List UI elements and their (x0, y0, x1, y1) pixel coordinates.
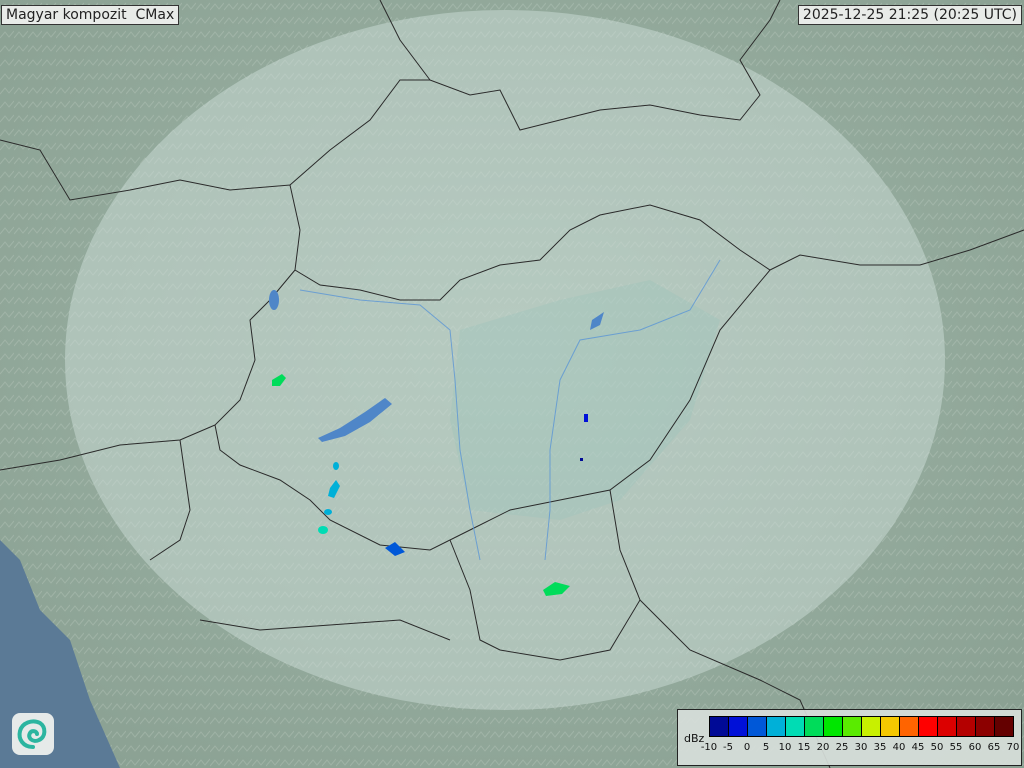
legend-color-cell (976, 717, 995, 736)
legend-tick-label: 60 (968, 742, 982, 753)
lake-balaton (318, 398, 392, 442)
legend-tick-label: 5 (762, 742, 770, 753)
rivers (299, 259, 721, 561)
adriatic-sea (0, 540, 120, 768)
lake-tisza (590, 312, 604, 330)
legend-color-cell (805, 717, 824, 736)
legend-color-cell (900, 717, 919, 736)
legend-tick-label: -5 (723, 742, 733, 753)
dbz-color-legend: dBz -10 -5 0 5 10 15 20 25 30 35 40 45 50 55 60 65 70 (677, 709, 1022, 766)
legend-color-cell (862, 717, 881, 736)
legend-color-cell (881, 717, 900, 736)
legend-tick-label: 0 (743, 742, 751, 753)
legend-color-cell (843, 717, 862, 736)
legend-color-cell (710, 717, 729, 736)
legend-color-bar (709, 716, 1014, 737)
legend-tick-label: 40 (892, 742, 906, 753)
legend-tick-label: 15 (797, 742, 811, 753)
legend-tick-label: 50 (930, 742, 944, 753)
legend-tick-label: -10 (700, 742, 718, 753)
map-title: Magyar kompozit CMax (1, 5, 180, 25)
legend-color-cell (748, 717, 767, 736)
legend-color-cell (995, 717, 1013, 736)
lake-neusiedl (269, 290, 279, 310)
swirl-logo-icon (12, 713, 54, 755)
legend-tick-label: 35 (873, 742, 887, 753)
legend-tick-label: 20 (816, 742, 830, 753)
legend-tick-label: 25 (835, 742, 849, 753)
legend-color-cell (919, 717, 938, 736)
legend-color-cell (957, 717, 976, 736)
legend-tick-label: 30 (854, 742, 868, 753)
legend-tick-label: 10 (778, 742, 792, 753)
lakes (269, 290, 604, 442)
legend-color-cell (824, 717, 843, 736)
legend-color-cell (938, 717, 957, 736)
legend-tick-label: 65 (987, 742, 1001, 753)
legend-tick-label: 55 (949, 742, 963, 753)
hungarian-plain (450, 280, 720, 520)
legend-tick-label: 45 (911, 742, 925, 753)
legend-ticks: -10 -5 0 5 10 15 20 25 30 35 40 45 50 55 60 65 70 (701, 742, 1020, 756)
timestamp: 2025-12-25 21:25 (20:25 UTC) (797, 5, 1022, 25)
legend-color-cell (729, 717, 748, 736)
legend-unit: dBz (684, 732, 705, 745)
legend-tick-label: 70 (1006, 742, 1020, 753)
legend-color-cell (767, 717, 786, 736)
legend-color-cell (786, 717, 805, 736)
radar-echoes (272, 374, 588, 596)
